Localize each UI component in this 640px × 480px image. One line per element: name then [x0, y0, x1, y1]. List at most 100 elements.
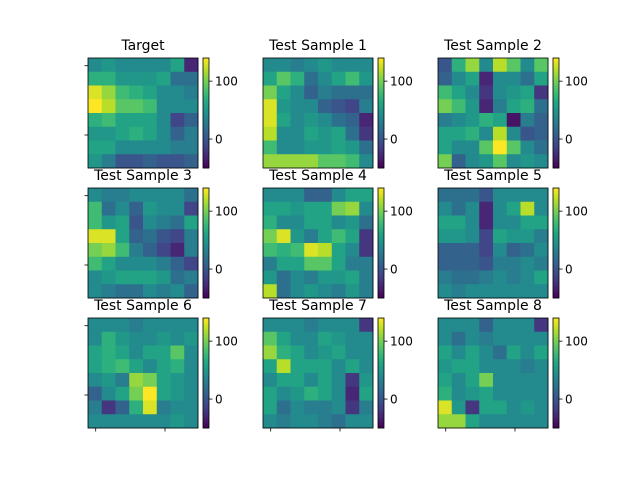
heatmap-cell: [465, 373, 480, 388]
heatmap-cell: [88, 201, 103, 216]
heatmap-cell: [156, 400, 171, 415]
colorbar-segment: [203, 278, 209, 282]
colorbar-frame: [377, 57, 385, 169]
colorbar-segment: [378, 378, 384, 382]
heatmap-cell: [479, 140, 494, 155]
heatmap-cell: [101, 188, 116, 203]
heatmap-cell: [115, 99, 130, 114]
heatmap-cell: [345, 215, 360, 230]
heatmap-cell: [101, 71, 116, 86]
heatmap-cell: [506, 113, 521, 128]
heatmap-cell: [129, 386, 144, 401]
heatmap-cell: [170, 331, 185, 346]
colorbar-segment: [553, 113, 559, 117]
colorbar-segment: [203, 140, 209, 144]
heatmap-cell: [304, 58, 319, 73]
heatmap-cell: [304, 331, 319, 346]
heatmap-cell: [359, 318, 374, 333]
heatmap-cell: [345, 256, 360, 271]
heatmap-cell: [129, 99, 144, 114]
heatmap-cell: [438, 229, 453, 244]
plot-frame: [262, 57, 374, 169]
colorbar-segment: [378, 193, 384, 197]
heatmap-cell: [88, 373, 103, 388]
heatmap-cell: [143, 414, 158, 429]
colorbar-segment: [378, 154, 384, 158]
colorbar-segment: [203, 378, 209, 382]
heatmap-cell: [170, 201, 185, 216]
colorbar-segment: [203, 162, 209, 166]
heatmap-cell: [129, 270, 144, 285]
heatmap-cell: [534, 71, 549, 86]
heatmap-cell: [115, 154, 130, 169]
colorbar-segment: [378, 323, 384, 327]
heatmap-cell: [184, 359, 199, 374]
heatmap-cell: [88, 58, 103, 73]
heatmap-cell: [479, 71, 494, 86]
heatmap-cell: [263, 331, 278, 346]
colorbar-segment: [378, 226, 384, 230]
heatmap-cell: [184, 345, 199, 360]
heatmap-cell: [520, 215, 535, 230]
heatmap-cell: [129, 201, 144, 216]
heatmap-cell: [438, 243, 453, 258]
heatmap-cell: [438, 58, 453, 73]
heatmap-panel: Target 0 100: [84, 38, 238, 169]
colorbar-segment: [203, 207, 209, 211]
heatmap-cell: [318, 318, 333, 333]
heatmap-cell: [170, 215, 185, 230]
colorbar-segment: [378, 270, 384, 274]
heatmap-cell: [143, 373, 158, 388]
colorbar-segment: [553, 188, 559, 192]
panel-title: Test Sample 8: [443, 298, 542, 314]
heatmap-cell: [318, 126, 333, 141]
heatmap-cell: [359, 284, 374, 299]
heatmap-cell: [534, 126, 549, 141]
colorbar-segment: [378, 340, 384, 344]
heatmap-cell: [359, 154, 374, 169]
colorbar-segment: [378, 124, 384, 128]
colorbar-segment: [203, 337, 209, 341]
colorbar-segment: [203, 373, 209, 377]
heatmap-cell: [318, 71, 333, 86]
heatmap-cell: [318, 58, 333, 73]
colorbar-segment: [553, 151, 559, 155]
heatmap-cell: [115, 126, 130, 141]
colorbar-segment: [378, 364, 384, 368]
heatmap-cell: [184, 99, 199, 114]
colorbar-segment: [553, 392, 559, 396]
colorbar-segment: [203, 69, 209, 73]
colorbar-segment: [378, 148, 384, 152]
heatmap-cell: [101, 58, 116, 73]
colorbar-segment: [378, 351, 384, 355]
heatmap-cell: [318, 188, 333, 203]
heatmap-cell: [318, 256, 333, 271]
heatmap-cell: [276, 359, 291, 374]
heatmap-cell: [88, 414, 103, 429]
colorbar-segment: [553, 74, 559, 78]
colorbar-segment: [378, 254, 384, 258]
heatmap-cell: [520, 256, 535, 271]
heatmap-cell: [101, 243, 116, 258]
heatmap-cell: [465, 386, 480, 401]
colorbar-segment: [203, 221, 209, 225]
colorbar-segment: [553, 135, 559, 139]
heatmap-cell: [276, 318, 291, 333]
heatmap-cell: [534, 99, 549, 114]
colorbar-segment: [203, 400, 209, 404]
heatmap-cell: [479, 414, 494, 429]
heatmap-cell: [318, 243, 333, 258]
colorbar-segment: [553, 232, 559, 236]
colorbar-segment: [203, 196, 209, 200]
colorbar-segment: [553, 370, 559, 374]
heatmap-cell: [506, 99, 521, 114]
heatmap-cell: [331, 386, 346, 401]
colorbar-segment: [203, 126, 209, 130]
heatmap-cell: [534, 201, 549, 216]
colorbar-segment: [203, 129, 209, 133]
heatmap-cell: [304, 373, 319, 388]
heatmap-cell: [184, 188, 199, 203]
heatmap-cell: [290, 85, 305, 100]
heatmap-cell: [156, 386, 171, 401]
heatmap-cell: [438, 85, 453, 100]
